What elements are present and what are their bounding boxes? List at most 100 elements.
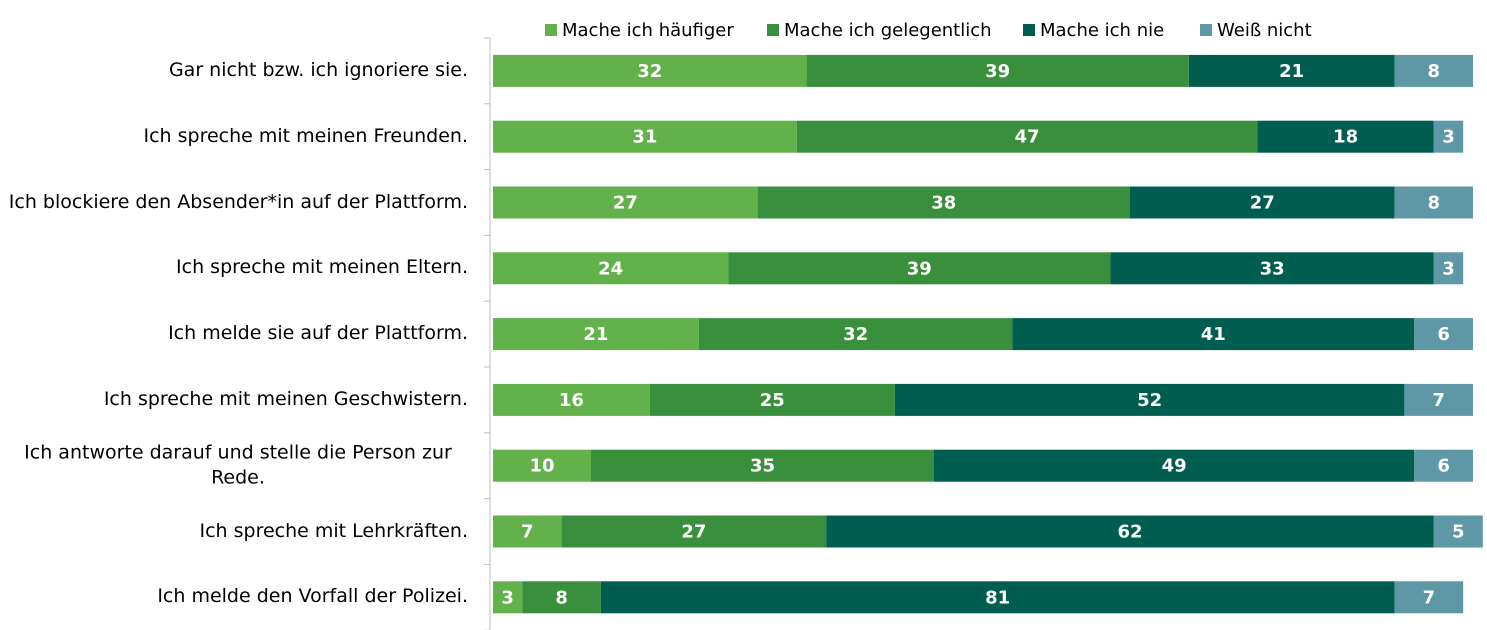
bar-segment: [1394, 581, 1464, 614]
data-label: 27: [1250, 193, 1275, 214]
bar-segment: [1130, 186, 1395, 219]
category-text: Ich melde sie auf der Plattform.: [168, 322, 468, 345]
data-label: 39: [907, 258, 932, 279]
category-label: Ich melde den Vorfall der Polizei.: [0, 584, 468, 610]
category-text: Ich antworte darauf und stelle die Perso…: [24, 441, 452, 489]
data-label: 24: [598, 258, 623, 279]
bar-segment: [522, 581, 601, 614]
data-label: 6: [1437, 456, 1450, 477]
data-label: 3: [1442, 127, 1455, 148]
bar-segment: [493, 54, 807, 87]
category-label: Ich antworte darauf und stelle die Perso…: [0, 440, 468, 491]
category-label: Ich spreche mit meinen Geschwistern.: [0, 387, 468, 413]
bar-segment: [493, 449, 591, 482]
bar-segment: [591, 449, 934, 482]
legend-label: Weiß nicht: [1217, 20, 1312, 41]
data-label: 32: [637, 61, 662, 82]
bar-segment: [1404, 383, 1473, 416]
data-label: 10: [529, 456, 554, 477]
category-text: Ich spreche mit meinen Eltern.: [176, 256, 468, 279]
bar-segment: [1257, 120, 1434, 153]
data-label: 81: [985, 587, 1010, 608]
data-label: 3: [1442, 258, 1455, 279]
bar-segment: [1433, 515, 1483, 548]
data-label: 21: [583, 324, 608, 345]
data-label: 7: [521, 522, 534, 543]
bar-segment: [698, 318, 1013, 351]
legend-swatch: [1023, 24, 1035, 36]
bar-segment: [1433, 120, 1464, 153]
bar-segment: [561, 515, 827, 548]
bar-segment: [757, 186, 1130, 219]
data-label: 8: [1428, 61, 1441, 82]
data-label: 38: [931, 193, 956, 214]
category-label: Ich blockiere den Absender*in auf der Pl…: [0, 190, 468, 216]
data-label: 39: [985, 61, 1010, 82]
bar-segment: [1394, 54, 1473, 87]
bar-segment: [493, 120, 797, 153]
data-label: 27: [681, 522, 706, 543]
bar-segment: [806, 54, 1189, 87]
bar-segment: [1012, 318, 1415, 351]
legend-label: Mache ich nie: [1040, 20, 1164, 41]
bar-segment: [493, 252, 729, 285]
bar-segment: [1188, 54, 1395, 87]
data-label: 27: [613, 193, 638, 214]
bar-segment: [1414, 318, 1473, 351]
legend-swatch: [767, 24, 779, 36]
category-label: Gar nicht bzw. ich ignoriere sie.: [0, 58, 468, 84]
data-label: 8: [555, 587, 568, 608]
bar-segment: [600, 581, 1395, 614]
data-label: 52: [1137, 390, 1162, 411]
bar-segment: [493, 186, 758, 219]
data-label: 31: [632, 127, 657, 148]
data-label: 18: [1333, 127, 1358, 148]
legend-swatch: [545, 24, 557, 36]
data-label: 7: [1432, 390, 1445, 411]
category-label: Ich spreche mit Lehrkräften.: [0, 519, 469, 545]
data-label: 62: [1117, 522, 1142, 543]
bar-segment: [493, 515, 562, 548]
data-label: 47: [1015, 127, 1040, 148]
data-label: 41: [1201, 324, 1226, 345]
data-label: 21: [1279, 61, 1304, 82]
bar-segment: [493, 581, 523, 614]
data-label: 35: [750, 456, 775, 477]
data-label: 16: [559, 390, 584, 411]
category-text: Ich melde den Vorfall der Polizei.: [157, 585, 468, 608]
bar-segment: [796, 120, 1258, 153]
bar-segment: [826, 515, 1434, 548]
legend-swatch: [1200, 24, 1212, 36]
bar-segment: [894, 383, 1405, 416]
bar-segment: [1394, 186, 1473, 219]
data-label: 3: [501, 587, 514, 608]
category-label: Ich spreche mit meinen Eltern.: [0, 255, 468, 281]
category-label: Ich spreche mit meinen Freunden.: [0, 124, 468, 150]
legend-label: Mache ich häufiger: [562, 20, 734, 41]
bar-segment: [1414, 449, 1473, 482]
bar-segment: [649, 383, 895, 416]
data-label: 25: [760, 390, 785, 411]
category-label: Ich melde sie auf der Plattform.: [0, 321, 468, 347]
data-label: 33: [1260, 258, 1285, 279]
category-text: Ich spreche mit meinen Freunden.: [143, 124, 468, 147]
bar-segment: [728, 252, 1111, 285]
data-label: 49: [1162, 456, 1187, 477]
bar-segment: [1433, 252, 1464, 285]
category-text: Ich spreche mit meinen Geschwistern.: [103, 388, 468, 411]
data-label: 7: [1423, 587, 1436, 608]
bar-segment: [493, 318, 699, 351]
category-text: Gar nicht bzw. ich ignoriere sie.: [168, 59, 468, 82]
data-label: 5: [1452, 522, 1465, 543]
category-text: Ich spreche mit Lehrkräften.: [199, 519, 469, 542]
legend-label: Mache ich gelegentlich: [784, 20, 992, 41]
data-label: 8: [1428, 193, 1441, 214]
bar-segment: [493, 383, 650, 416]
data-label: 6: [1437, 324, 1450, 345]
data-label: 32: [843, 324, 868, 345]
bar-segment: [1110, 252, 1434, 285]
category-text: Ich blockiere den Absender*in auf der Pl…: [8, 190, 468, 213]
bar-segment: [934, 449, 1415, 482]
